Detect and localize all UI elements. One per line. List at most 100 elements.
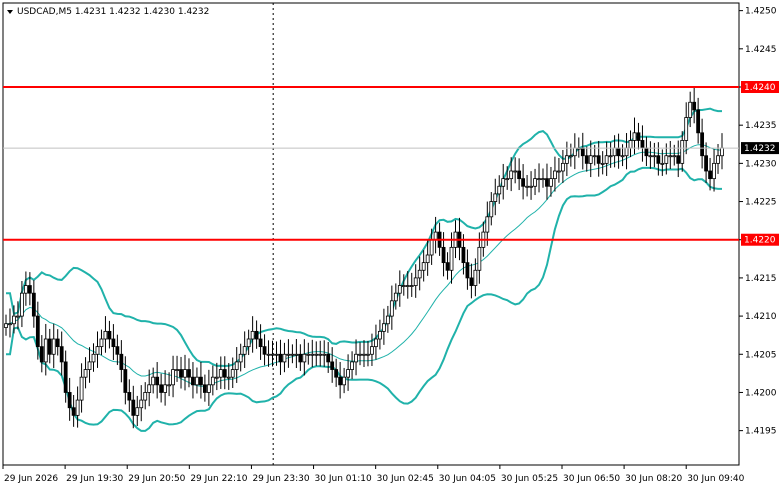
candle-body	[31, 292, 36, 317]
candle-body	[274, 353, 279, 356]
candle-body	[294, 353, 299, 356]
candle-body	[660, 162, 665, 165]
x-tick-label: 30 Jun 09:40	[687, 474, 744, 484]
candle-body	[206, 384, 211, 393]
candle-body	[179, 369, 183, 378]
chart-title-text: USDCAD,M5 1.4231 1.4232 1.4230 1.4232	[17, 7, 209, 17]
candle-body	[246, 338, 251, 348]
x-tick-label: 30 Jun 05:25	[501, 474, 558, 484]
candle-body	[521, 178, 526, 187]
candle-body	[485, 216, 490, 233]
candle-body	[533, 178, 537, 187]
x-tick-label: 30 Jun 08:20	[625, 474, 682, 484]
candle-body	[250, 330, 255, 340]
candle-body	[720, 147, 724, 157]
candle-body	[222, 369, 227, 378]
x-tick-label: 30 Jun 02:45	[377, 474, 434, 484]
lower-band-line	[6, 166, 722, 432]
candle-body	[278, 353, 283, 363]
candle-body	[210, 376, 215, 386]
x-tick-label: 29 Jun 20:50	[128, 474, 185, 484]
candle-body	[115, 346, 120, 355]
candle-body	[167, 384, 171, 387]
candle-body	[306, 353, 311, 356]
candle-body	[119, 353, 124, 370]
candle-body	[604, 155, 609, 164]
price-label-box	[741, 233, 779, 246]
candle-body	[218, 369, 223, 378]
candle-body	[493, 193, 498, 202]
chart-area[interactable]	[2, 2, 740, 466]
candle-body	[684, 117, 689, 141]
candle-body	[596, 155, 601, 164]
candle-body	[409, 285, 414, 287]
x-tick-label: 29 Jun 22:10	[190, 474, 247, 484]
candle-body	[270, 353, 275, 356]
candle-body	[302, 353, 307, 363]
candle-body	[712, 162, 716, 180]
candle-body	[12, 315, 16, 325]
candle-body	[322, 353, 327, 356]
candle-body	[51, 338, 56, 355]
candle-body	[266, 353, 271, 356]
candle-body	[71, 407, 76, 416]
candle-body	[624, 147, 629, 157]
x-tick-label: 29 Jun 19:30	[66, 474, 123, 484]
price-label-text: 1.4240	[744, 83, 776, 93]
candle-body	[584, 155, 589, 164]
candle-body	[330, 361, 335, 370]
candle-body	[83, 369, 88, 378]
candle-body	[381, 323, 386, 332]
candle-body	[549, 178, 553, 187]
candle-body	[417, 269, 422, 279]
candle-body	[433, 231, 438, 241]
y-tick-label: 1.4230	[745, 159, 777, 169]
candle-body	[664, 155, 669, 164]
candle-body	[91, 353, 96, 363]
candle-body	[401, 285, 406, 287]
candle-body	[342, 376, 347, 386]
candle-body	[632, 132, 637, 141]
candle-body	[429, 239, 434, 256]
candle-body	[107, 330, 112, 340]
candle-body	[477, 246, 482, 271]
candle-body	[338, 376, 343, 386]
candle-body	[374, 338, 378, 348]
candle-body	[560, 162, 565, 172]
candle-body	[716, 155, 720, 164]
y-tick-label: 1.4245	[745, 45, 777, 55]
candle-body	[393, 292, 398, 302]
candle-body	[644, 147, 649, 157]
candle-body	[238, 353, 243, 363]
candle-body	[656, 155, 661, 164]
candle-body	[79, 376, 84, 401]
candle-body	[700, 132, 705, 157]
candle-body	[183, 369, 187, 378]
candle-body	[461, 246, 466, 264]
candle-body	[159, 384, 164, 393]
candle-body	[445, 262, 450, 271]
candle-body	[143, 392, 148, 401]
candle-body	[4, 323, 8, 328]
candle-body	[254, 330, 259, 340]
candle-body	[680, 140, 685, 164]
candle-body	[87, 361, 92, 370]
y-tick-label: 1.4210	[745, 312, 777, 322]
price-label-box	[741, 81, 779, 93]
candle-body	[692, 101, 697, 111]
candle-body	[541, 178, 545, 181]
dropdown-triangle-icon[interactable]	[7, 10, 13, 14]
candle-body	[282, 353, 287, 363]
candle-body	[469, 277, 474, 286]
candle-body	[354, 353, 358, 363]
candle-body	[103, 330, 108, 340]
candle-body	[111, 338, 116, 348]
candle-body	[378, 330, 382, 340]
candle-body	[588, 155, 593, 164]
x-tick-label: 30 Jun 04:05	[439, 474, 496, 484]
candle-body	[676, 155, 681, 164]
candle-body	[529, 185, 533, 188]
candle-body	[608, 155, 613, 158]
candle-body	[310, 353, 315, 356]
